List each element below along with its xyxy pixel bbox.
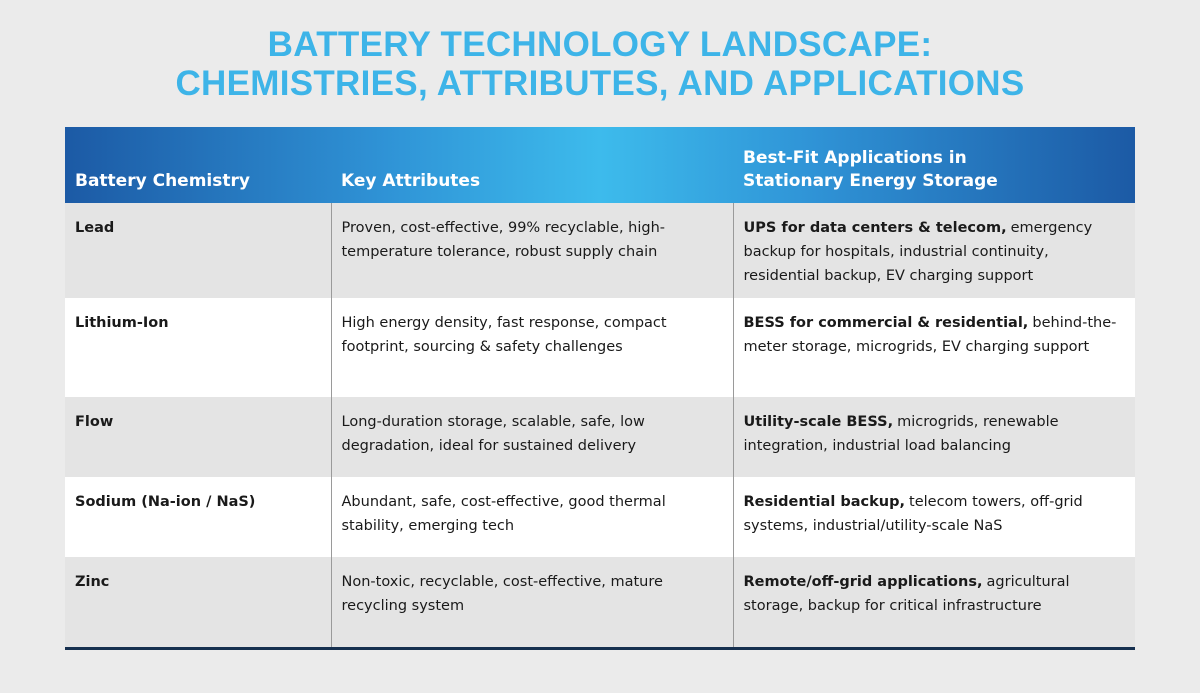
title-line: CHEMISTRIES, ATTRIBUTES, AND APPLICATION… xyxy=(175,64,1025,103)
title-line: BATTERY TECHNOLOGY LANDSCAPE: xyxy=(267,25,933,64)
applications-lead: Residential backup, xyxy=(743,494,905,510)
applications-cell: Utility-scale BESS, microgrids, renewable… xyxy=(732,397,1135,477)
applications-rest: agricultural storage, backup for critica… xyxy=(743,574,1070,614)
attributes-cell: High energy density, fast response, comp… xyxy=(330,298,733,397)
applications-lead: UPS for data centers & telecom, xyxy=(743,220,1007,236)
applications-cell: BESS for commercial & residential, behind… xyxy=(732,298,1135,397)
applications-cell: UPS for data centers & telecom, emergency… xyxy=(732,203,1135,298)
applications-lead: Remote/off-grid applications, xyxy=(743,574,983,590)
applications-rest: microgrids, renewable integration, indus… xyxy=(743,414,1059,454)
table-row: Lead Proven, cost-effective, 99% recyclab… xyxy=(65,203,1135,298)
header-row: Battery Chemistry Key Attributes Best-Fi… xyxy=(65,127,1135,203)
header-line: Stationary Energy Storage xyxy=(743,171,998,191)
table-row: Zinc Non-toxic, recyclable, cost-effectiv… xyxy=(65,557,1135,648)
table-row: Flow Long-duration storage, scalable, saf… xyxy=(65,397,1135,477)
chemistry-cell: Flow xyxy=(75,414,114,430)
column-header: Key Attributes xyxy=(341,171,481,191)
chemistry-cell: Zinc xyxy=(75,574,110,590)
column-header: Best-Fit Applications in Stationary Energ… xyxy=(733,127,1135,203)
table-row: Lithium-Ion High energy density, fast res… xyxy=(65,298,1135,397)
attributes-cell: Non-toxic, recyclable, cost-effective, m… xyxy=(330,557,733,648)
applications-rest: emergency backup for hospitals, industri… xyxy=(743,220,1093,284)
applications-lead: Utility-scale BESS, xyxy=(743,414,894,430)
title: BATTERY TECHNOLOGY LANDSCAPE: CHEMISTRIE… xyxy=(0,0,1200,103)
attributes-cell: Long-duration storage, scalable, safe, l… xyxy=(330,397,733,477)
chemistry-cell: Lead xyxy=(75,220,115,236)
battery-table: Battery Chemistry Key Attributes Best-Fi… xyxy=(65,127,1135,650)
column-header: Battery Chemistry xyxy=(75,171,250,191)
attributes-cell: Abundant, safe, cost-effective, good the… xyxy=(330,477,733,557)
header-line: Best-Fit Applications in xyxy=(743,148,967,168)
table-row: Sodium (Na-ion / NaS) Abundant, safe, cos… xyxy=(65,477,1135,557)
applications-cell: Residential backup, telecom towers, off-g… xyxy=(732,477,1135,557)
applications-rest: telecom towers, off-grid systems, indust… xyxy=(743,494,1083,534)
chemistry-cell: Lithium-Ion xyxy=(75,315,169,331)
chemistry-cell: Sodium (Na-ion / NaS) xyxy=(75,494,256,510)
applications-rest: behind-the-meter storage, microgrids, EV… xyxy=(743,315,1117,355)
applications-lead: BESS for commercial & residential, xyxy=(743,315,1029,331)
applications-cell: Remote/off-grid applications, agricultura… xyxy=(732,557,1135,648)
attributes-cell: Proven, cost-effective, 99% recyclable, … xyxy=(330,203,733,298)
